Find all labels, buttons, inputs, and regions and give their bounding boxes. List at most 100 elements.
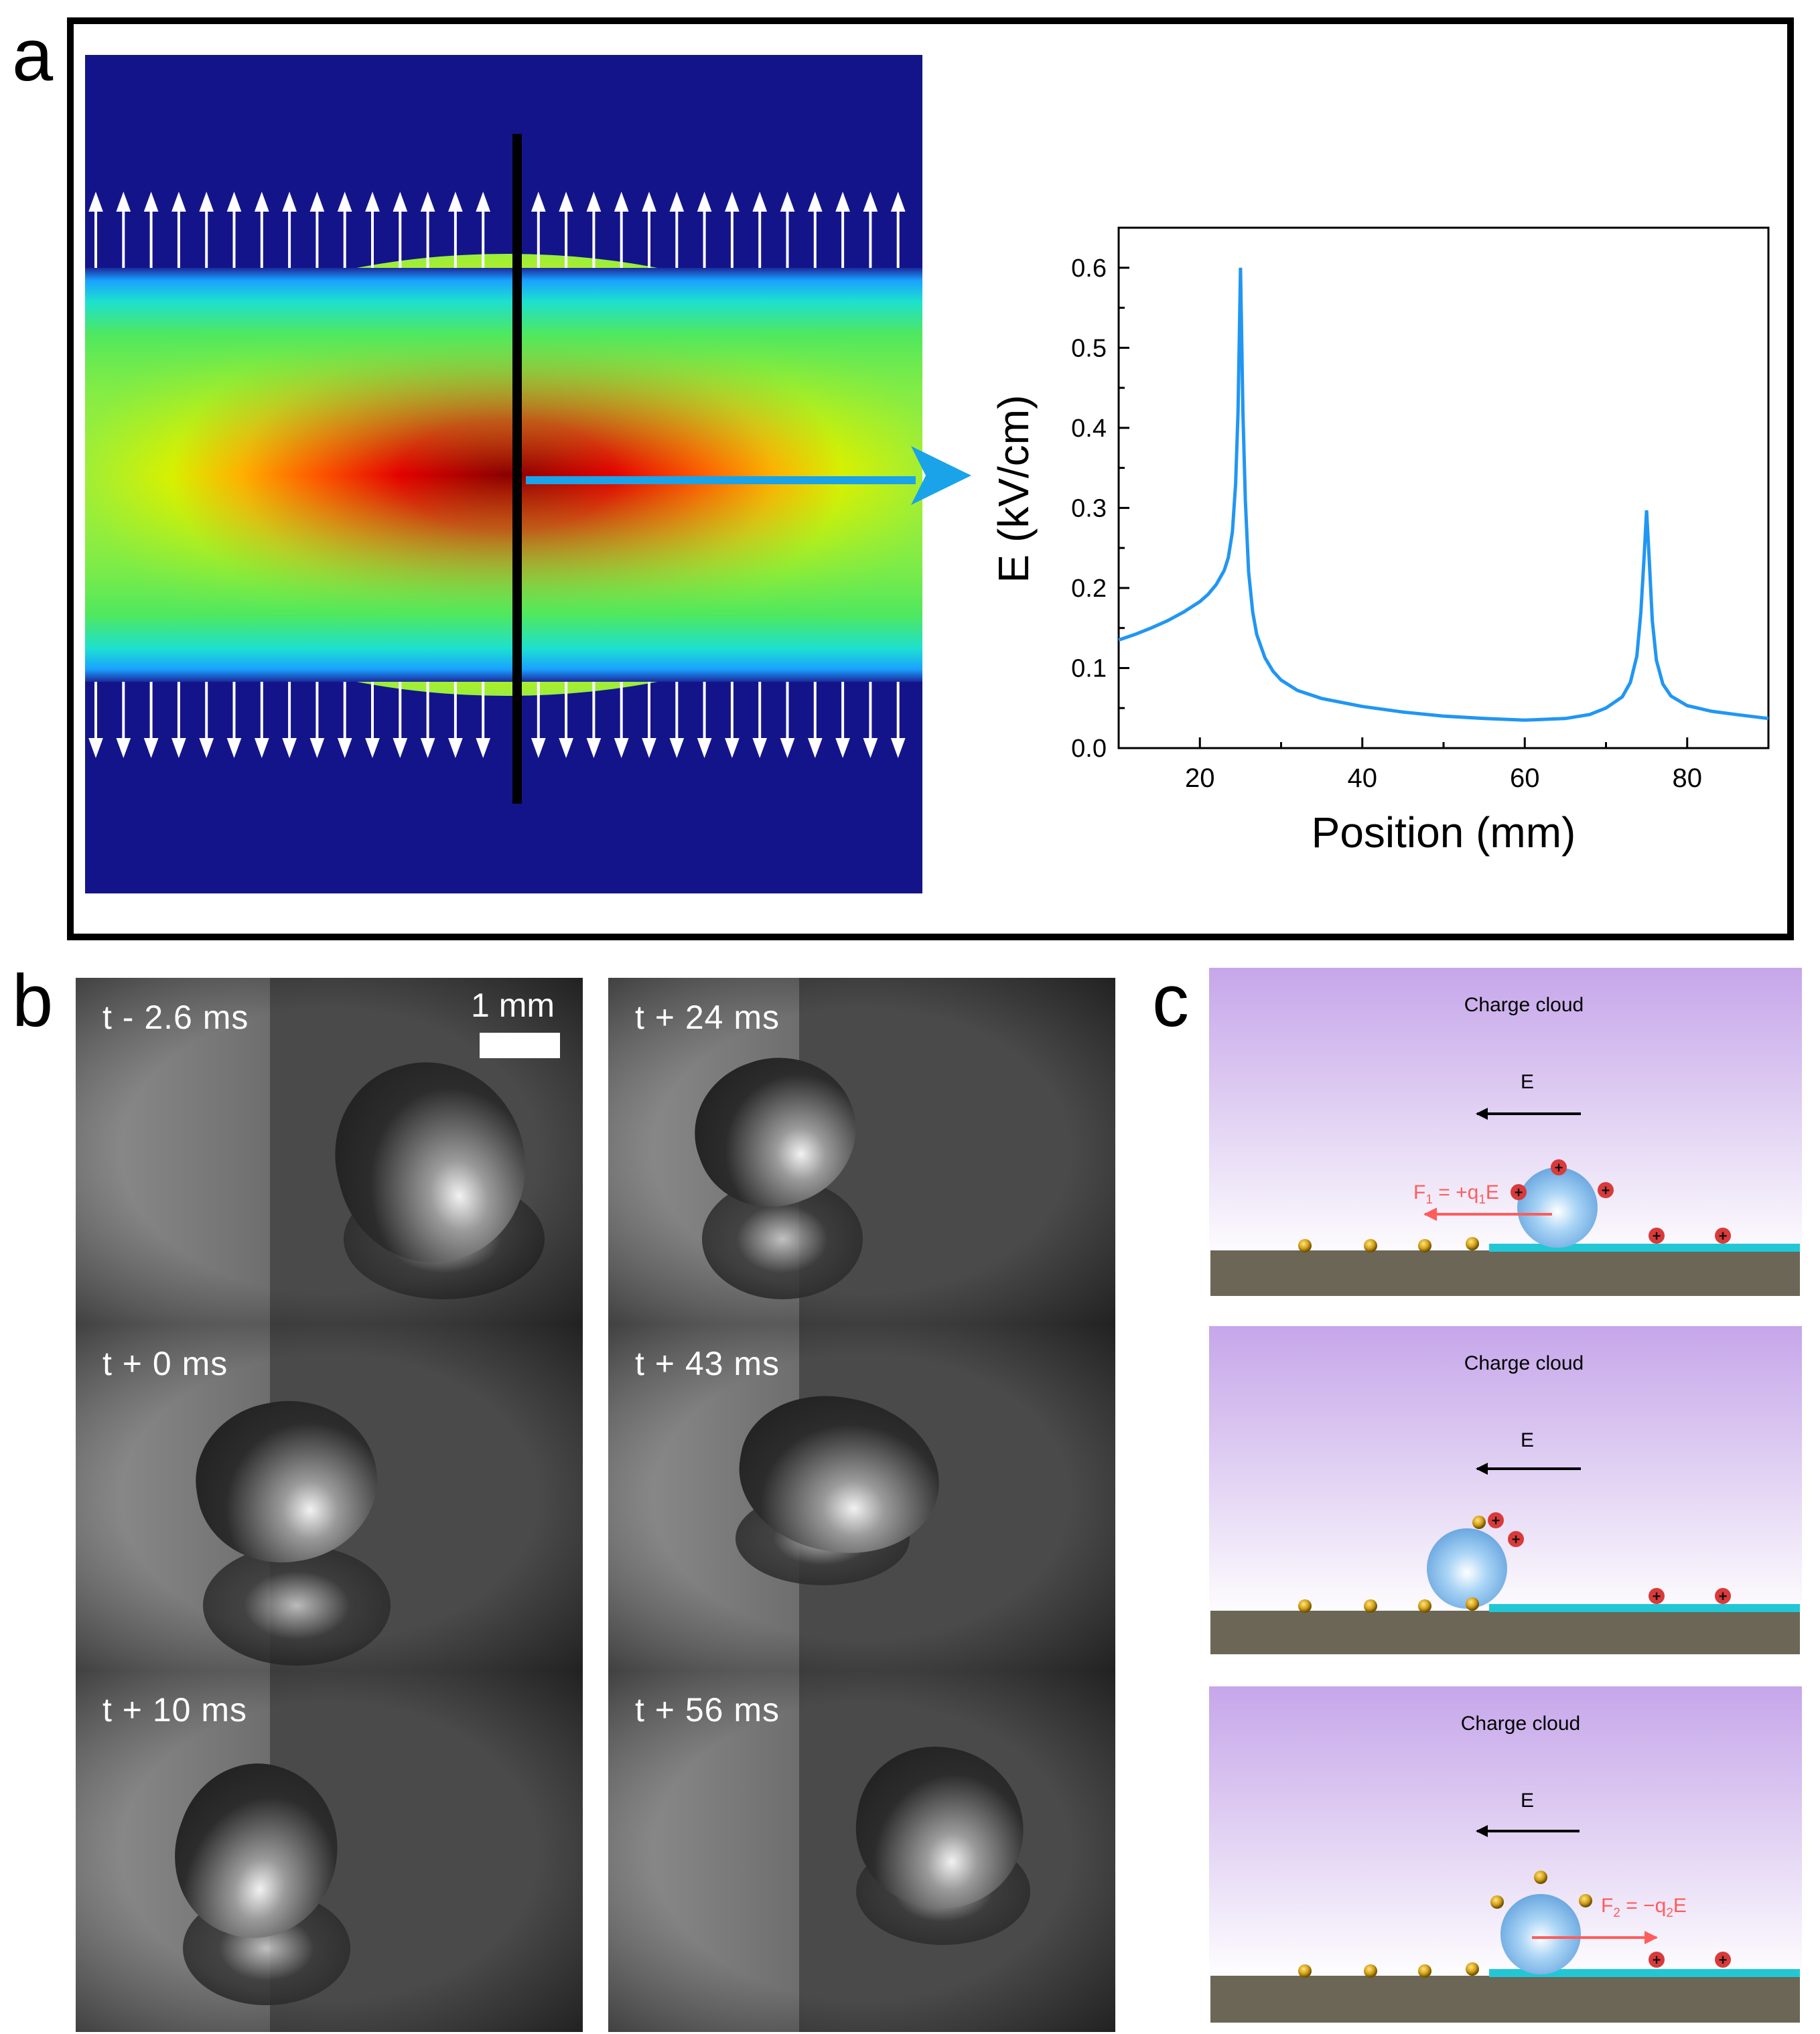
substrate-3 bbox=[1210, 1976, 1800, 2023]
field-arrowhead-2 bbox=[1476, 1463, 1488, 1475]
field-arrowhead-down bbox=[448, 738, 463, 758]
x-tick-label: 80 bbox=[1673, 764, 1703, 793]
field-arrowhead-down bbox=[171, 738, 186, 758]
field-arrowhead-down bbox=[807, 738, 823, 758]
field-arrowhead-up bbox=[669, 192, 685, 212]
field-arrowhead-down bbox=[116, 738, 131, 758]
field-label-3: E bbox=[1521, 1790, 1534, 1812]
field-arrowhead-down bbox=[476, 738, 491, 758]
field-simulation-map bbox=[85, 55, 922, 893]
field-arrows-top bbox=[88, 192, 906, 268]
positive-charge-sign: + bbox=[1653, 1228, 1661, 1244]
field-arrowhead-up bbox=[171, 192, 186, 212]
electrode-3 bbox=[1489, 1969, 1800, 1977]
field-arrowhead-up bbox=[559, 192, 573, 212]
field-arrowhead-up bbox=[780, 192, 795, 212]
frame-1: t - 2.6 ms 1 mm bbox=[76, 978, 583, 1324]
positive-charge-sign: + bbox=[1555, 1159, 1563, 1176]
field-arrowhead-down bbox=[863, 738, 878, 758]
neutral-charge bbox=[1418, 1599, 1431, 1613]
positive-charge-sign: + bbox=[1719, 1588, 1728, 1605]
positive-charge-sign: + bbox=[1653, 1588, 1661, 1605]
cloud-label-2: Charge cloud bbox=[1464, 1352, 1584, 1374]
field-arrowhead-up bbox=[835, 192, 850, 212]
neutral-charge bbox=[1298, 1239, 1312, 1252]
field-arrowhead-down bbox=[199, 738, 214, 758]
electrode-2 bbox=[1489, 1604, 1800, 1612]
field-arrowhead-up bbox=[725, 192, 740, 212]
field-arrowhead-up bbox=[420, 192, 435, 212]
substrate-1 bbox=[1210, 1250, 1800, 1296]
field-arrowhead-down bbox=[393, 738, 408, 758]
positive-charge-sign: + bbox=[1719, 1228, 1728, 1244]
scale-bar bbox=[480, 1033, 560, 1058]
neutral-charge bbox=[1364, 1599, 1377, 1613]
field-arrowhead-up bbox=[337, 192, 352, 212]
positive-charge bbox=[1511, 1184, 1527, 1200]
positive-charge bbox=[1551, 1159, 1567, 1175]
x-tick-label: 60 bbox=[1510, 764, 1540, 793]
pointer-arrowhead bbox=[911, 446, 971, 505]
y-tick-label: 0.1 bbox=[1071, 654, 1107, 682]
field-arrowhead-down bbox=[254, 738, 269, 758]
positive-charge bbox=[1598, 1182, 1614, 1198]
scale-bar-label: 1 mm bbox=[471, 987, 555, 1024]
y-tick-label: 0.3 bbox=[1071, 494, 1107, 522]
field-arrowhead-up bbox=[254, 192, 269, 212]
y-tick-label: 0.4 bbox=[1071, 415, 1107, 443]
field-arrowhead-1 bbox=[1476, 1108, 1488, 1120]
schematic-2: Charge cloud E + + + + bbox=[1209, 1326, 1802, 1654]
panel-a-frame bbox=[67, 17, 1794, 940]
charges-1: + + + + + bbox=[1298, 1159, 1731, 1252]
neutral-charge bbox=[1418, 1239, 1431, 1252]
field-arrowhead-up bbox=[614, 192, 629, 212]
field-arrowhead-down bbox=[642, 738, 656, 758]
field-arrowhead-down bbox=[531, 738, 546, 758]
neutral-charge bbox=[1466, 1597, 1479, 1611]
neutral-charge bbox=[1298, 1964, 1312, 1978]
force-label-1: F1 = +q1E bbox=[1413, 1181, 1499, 1207]
field-arrowhead-down bbox=[890, 738, 906, 758]
chart-frame bbox=[1117, 226, 1770, 749]
positive-charge bbox=[1715, 1228, 1731, 1244]
schematic-3: Charge cloud E F2 = −q2E + + bbox=[1209, 1686, 1802, 2023]
force-arrowhead-3 bbox=[1644, 1931, 1658, 1944]
field-profile-chart: 20 40 60 80 0.0 0.1 0.2 0.3 0.4 0.5 0.6 Position (… bbox=[989, 226, 1770, 857]
series-line-E bbox=[1118, 267, 1769, 722]
field-arrowhead-down bbox=[614, 738, 629, 758]
positive-charge-sign: + bbox=[1602, 1182, 1610, 1199]
field-arrowhead-up bbox=[476, 192, 491, 212]
field-arrowhead-up bbox=[88, 192, 103, 212]
panel-label-a: a bbox=[12, 14, 54, 96]
positive-charge bbox=[1488, 1512, 1504, 1528]
y-tick-label: 0.5 bbox=[1071, 334, 1107, 362]
positive-charge bbox=[1649, 1228, 1665, 1244]
droplet-1 bbox=[1517, 1167, 1598, 1248]
neutral-charge bbox=[1472, 1516, 1486, 1529]
field-arrowhead-down bbox=[669, 738, 685, 758]
schematic-1: Charge cloud E F1 = +q1E + + + + + bbox=[1209, 968, 1802, 1296]
field-arrowhead-down bbox=[88, 738, 103, 758]
field-label-2: E bbox=[1521, 1429, 1534, 1451]
charges-3: + + bbox=[1298, 1871, 1731, 1978]
frame-2-time: t + 24 ms bbox=[635, 999, 780, 1036]
field-arrowhead-up bbox=[697, 192, 712, 212]
positive-charge bbox=[1649, 1588, 1665, 1604]
droplet-2 bbox=[1427, 1528, 1507, 1609]
y-tick-label: 0.2 bbox=[1071, 575, 1107, 603]
x-tick-label: 40 bbox=[1348, 764, 1378, 793]
neutral-charge bbox=[1490, 1895, 1504, 1909]
neutral-charge bbox=[1364, 1239, 1377, 1252]
frame-3: t + 0 ms bbox=[76, 1324, 583, 1670]
cloud-label-1: Charge cloud bbox=[1464, 994, 1584, 1016]
electrode-1 bbox=[1489, 1244, 1800, 1252]
panel-label-c: c bbox=[1152, 960, 1189, 1042]
field-arrowhead-up bbox=[863, 192, 878, 212]
field-arrowhead-up bbox=[226, 192, 242, 212]
positive-charge-sign: + bbox=[1515, 1184, 1523, 1201]
field-arrowhead-down bbox=[365, 738, 380, 758]
frame-4-time: t + 43 ms bbox=[635, 1345, 780, 1382]
frame-4: t + 43 ms bbox=[608, 1324, 1115, 1670]
neutral-charge bbox=[1364, 1964, 1377, 1978]
field-arrowhead-up bbox=[143, 192, 159, 212]
